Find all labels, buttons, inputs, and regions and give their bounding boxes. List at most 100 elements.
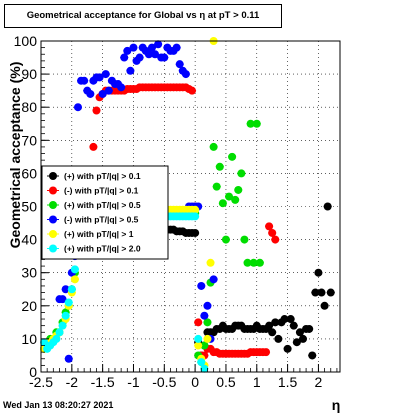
y-tick-label: 60 [21, 165, 37, 181]
data-point [262, 348, 271, 357]
data-point [144, 50, 153, 59]
x-tick-label: 2 [315, 374, 323, 390]
data-point [80, 76, 89, 85]
data-point [286, 315, 295, 324]
data-point [215, 162, 224, 171]
data-point [194, 318, 203, 327]
data-point [249, 258, 258, 267]
data-point [86, 89, 95, 98]
x-tick-label: 0.5 [216, 374, 236, 390]
data-point [67, 285, 76, 294]
data-point [231, 195, 240, 204]
data-point [203, 301, 212, 310]
data-point [271, 235, 280, 244]
legend-marker [49, 230, 57, 238]
data-point [283, 344, 292, 353]
legend-entry: (-) with pT/|q| > 0.1 [64, 186, 139, 196]
legend-entry: (-) with pT/|q| > 0.5 [64, 215, 139, 225]
data-point [237, 169, 246, 178]
data-point [154, 40, 163, 49]
series-1 [163, 202, 335, 360]
y-tick-label: 10 [21, 331, 37, 347]
data-point [95, 73, 104, 82]
data-point [320, 301, 329, 310]
data-point [212, 182, 221, 191]
series-layer [40, 37, 335, 373]
data-point [64, 298, 73, 307]
data-point [160, 53, 169, 62]
y-axis-label: Geometrical acceptance (%) [7, 62, 23, 249]
legend-marker [49, 215, 57, 224]
data-point [265, 321, 274, 330]
data-point [73, 103, 82, 112]
y-tick-label: 70 [21, 132, 37, 148]
y-tick-label: 80 [21, 99, 37, 115]
data-point [200, 341, 209, 350]
x-tick-label: 0 [191, 374, 199, 390]
data-point [58, 295, 67, 304]
data-point [234, 185, 243, 194]
data-point [289, 321, 298, 330]
data-point [326, 288, 335, 297]
data-point [209, 275, 218, 284]
y-tick-label: 0 [29, 364, 37, 380]
data-point [55, 328, 64, 337]
chart-title: Geometrical acceptance for Global vs η a… [4, 4, 282, 28]
data-point [225, 192, 234, 201]
data-point [299, 334, 308, 343]
data-point [268, 328, 277, 337]
data-point [58, 321, 67, 330]
data-point [123, 46, 132, 55]
data-point [305, 324, 314, 333]
data-point [280, 315, 289, 324]
data-point [268, 228, 277, 237]
data-point [194, 334, 203, 343]
legend-marker [49, 172, 57, 180]
data-point [197, 358, 206, 367]
data-point [314, 268, 323, 277]
data-point [120, 53, 129, 62]
data-point [126, 66, 135, 75]
data-point [271, 318, 280, 327]
data-point [117, 83, 126, 92]
data-point [92, 106, 101, 115]
data-point [197, 281, 206, 290]
data-point [274, 334, 283, 343]
data-point [61, 311, 70, 320]
data-point [89, 142, 98, 151]
data-point [181, 70, 190, 79]
y-tick-label: 30 [21, 265, 37, 281]
data-point [218, 199, 227, 208]
data-point [129, 43, 138, 52]
x-axis-label: η [332, 397, 341, 413]
data-point [206, 258, 215, 267]
data-point [246, 119, 255, 128]
y-tick-label: 20 [21, 298, 37, 314]
data-point [61, 285, 70, 294]
data-point [317, 288, 326, 297]
legend-entry: (+) with pT/|q| > 1 [64, 229, 134, 239]
data-point [240, 235, 249, 244]
legend-marker [49, 186, 57, 195]
data-point [151, 50, 160, 59]
data-point [221, 235, 230, 244]
data-point [265, 222, 274, 231]
legend-marker [49, 244, 57, 253]
data-point [203, 334, 212, 343]
legend-entry: (+) with pT/|q| > 2.0 [64, 244, 141, 254]
data-point [188, 86, 197, 95]
data-point [295, 328, 304, 337]
legend-box [41, 165, 169, 260]
legend: (+) with pT/|q| > 0.1 (-) with pT/|q| > 0… [41, 165, 169, 260]
y-tick-label: 50 [21, 199, 37, 215]
y-tick-label: 90 [21, 66, 37, 82]
legend-entry: (+) with pT/|q| > 0.1 [64, 171, 141, 181]
legend-marker [49, 201, 57, 209]
data-point [52, 334, 61, 343]
data-point [70, 275, 79, 284]
data-point [172, 43, 181, 52]
data-point [228, 152, 237, 161]
data-point [323, 202, 332, 211]
data-point [40, 338, 49, 347]
